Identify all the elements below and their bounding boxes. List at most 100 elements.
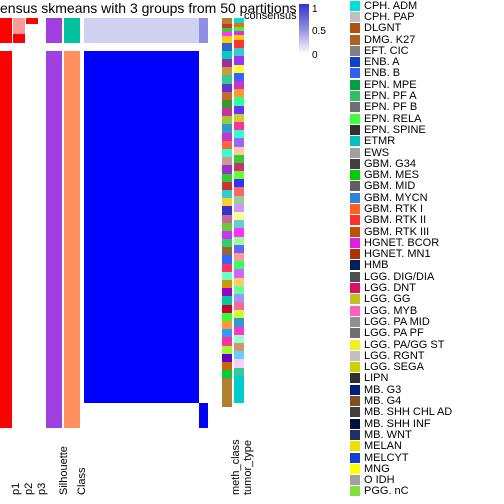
legend-item: LGG. MYB — [350, 305, 452, 316]
segment — [0, 18, 12, 43]
legend-swatch — [350, 35, 360, 45]
legend-label: GBM. G34 — [364, 158, 416, 170]
legend-label: LGG. GG — [364, 293, 410, 305]
segment — [222, 59, 232, 67]
legend-label: O IDH — [364, 474, 395, 486]
xlabel-Silhouette: Silhouette — [58, 446, 70, 495]
legend-item: LGG. PA PF — [350, 328, 452, 339]
segment — [222, 280, 232, 288]
legend-label: LGG. DNT — [364, 282, 416, 294]
legend-item: HMB — [350, 260, 452, 271]
legend-swatch — [350, 317, 360, 327]
legend-item: EWS — [350, 147, 452, 158]
segment — [222, 362, 232, 370]
legend-swatch — [350, 57, 360, 67]
legend-swatch — [350, 193, 360, 203]
legend-item: DLGNT — [350, 23, 452, 34]
legend-swatch — [350, 385, 360, 395]
segment — [0, 43, 12, 51]
segment — [222, 157, 232, 165]
segment — [234, 351, 244, 359]
legend-swatch — [350, 362, 360, 372]
legend-item: EPN. SPINE — [350, 124, 452, 135]
segment — [234, 269, 244, 277]
legend-item: GBM. RTK II — [350, 215, 452, 226]
segment — [222, 255, 232, 263]
segment — [234, 48, 244, 56]
segment — [234, 343, 244, 351]
segment — [234, 261, 244, 269]
legend-label: ETMR — [364, 135, 395, 147]
segment — [222, 43, 232, 51]
segment — [222, 223, 232, 231]
legend-label: LGG. PA MID — [364, 316, 430, 328]
legend-label: HGNET. MN1 — [364, 248, 431, 260]
segment — [222, 378, 232, 407]
segment — [199, 43, 208, 404]
segment — [234, 278, 244, 286]
segment — [222, 182, 232, 190]
segment — [222, 239, 232, 247]
colorbar-label: consensus — [244, 10, 297, 22]
segment — [222, 206, 232, 214]
track-tumor_type — [234, 18, 244, 428]
legend-item: GBM. G34 — [350, 158, 452, 169]
segment — [234, 335, 244, 343]
segment — [234, 376, 244, 403]
segment — [222, 296, 232, 304]
legend-label: DLGNT — [364, 22, 401, 34]
segment — [64, 18, 80, 43]
colorbar-tick: 1 — [312, 4, 318, 15]
legend-label: GBM. RTK I — [364, 203, 423, 215]
legend-label: LGG. DIG/DIA — [364, 271, 434, 283]
legend-label: EWS — [364, 147, 389, 159]
legend-item: LGG. PA MID — [350, 316, 452, 327]
xlabel-meth_class: meth_class — [230, 439, 242, 495]
legend-label: ENB. B — [364, 67, 400, 79]
chart-container: ensus skmeans with 3 groups from 50 part… — [0, 0, 504, 504]
legend-swatch — [350, 23, 360, 33]
xlabel-Class: Class — [76, 467, 88, 495]
legend-item: EPN. RELA — [350, 113, 452, 124]
segment — [222, 272, 232, 280]
legend-item: ENB. B — [350, 68, 452, 79]
legend-item: EPN. MPE — [350, 79, 452, 90]
legend-item: O IDH — [350, 474, 452, 485]
xlabel-tumor_type: tumor_type — [242, 440, 254, 495]
segment — [222, 305, 232, 313]
segment — [13, 34, 25, 42]
legend-item: GBM. MID — [350, 181, 452, 192]
segment — [222, 51, 232, 59]
segment — [84, 18, 199, 43]
legend-item: EPN. PF A — [350, 90, 452, 101]
segment — [222, 116, 232, 124]
legend-label: MB. WNT — [364, 429, 412, 441]
legend-label: LGG. MYB — [364, 305, 417, 317]
segment — [234, 179, 244, 187]
legend-swatch — [350, 430, 360, 440]
legend-item: GBM. MYCN — [350, 192, 452, 203]
legend-label: GBM. MES — [364, 169, 419, 181]
segment — [222, 313, 232, 321]
legend-item: CPH. PAP — [350, 11, 452, 22]
segment — [234, 294, 244, 302]
segment — [222, 329, 232, 337]
segment — [234, 114, 244, 122]
legend-swatch — [350, 80, 360, 90]
legend-item: MB. SHH CHL AD — [350, 407, 452, 418]
legend-item: GBM. RTK I — [350, 203, 452, 214]
segment — [222, 264, 232, 272]
legend-label: ENB. A — [364, 56, 399, 68]
legend-item: MELCYT — [350, 452, 452, 463]
legend-swatch — [350, 419, 360, 429]
legend-swatch — [350, 340, 360, 350]
legend-swatch — [350, 294, 360, 304]
legend-label: EPN. PF A — [364, 90, 417, 102]
segment — [222, 149, 232, 157]
segment — [46, 43, 62, 51]
legend-item: LGG. DIG/DIA — [350, 271, 452, 282]
segment — [222, 247, 232, 255]
legend-item: LIPN — [350, 373, 452, 384]
segment — [234, 237, 244, 245]
legend-swatch — [350, 46, 360, 56]
